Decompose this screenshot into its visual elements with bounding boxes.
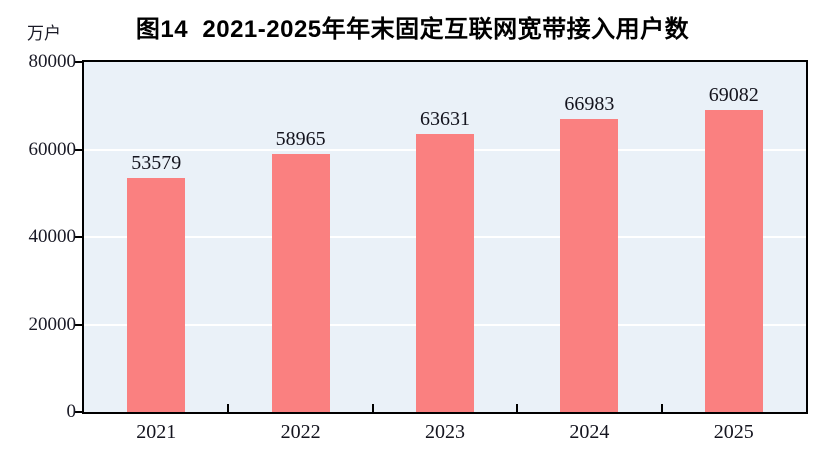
y-tick-label: 60000	[28, 138, 77, 160]
bar-value-label: 69082	[708, 83, 759, 106]
bar	[127, 177, 186, 412]
bar-value-label: 58965	[275, 128, 326, 151]
x-tick-mark	[516, 404, 519, 412]
bar	[416, 133, 474, 412]
y-tick-mark	[75, 323, 82, 326]
y-tick-label: 0	[66, 401, 77, 422]
bar	[271, 154, 330, 412]
bar-value-label: 66983	[564, 92, 615, 115]
x-tick-mark	[371, 404, 374, 412]
y-tick-mark	[75, 411, 82, 413]
x-tick-label: 2021	[136, 421, 177, 443]
y-tick-mark	[75, 148, 82, 151]
y-axis-unit-label: 万户	[27, 24, 61, 43]
plot-inner	[84, 62, 806, 412]
y-tick-label: 80000	[28, 51, 77, 72]
x-tick-mark	[660, 404, 663, 412]
bar-value-label: 63631	[419, 107, 470, 130]
plot-area	[82, 60, 808, 414]
x-tick-label: 2022	[280, 421, 321, 443]
y-tick-mark	[75, 236, 82, 238]
bar	[560, 118, 619, 412]
x-tick-label: 2023	[424, 421, 465, 443]
bar	[704, 109, 763, 412]
chart-title: 图14 2021-2025年年末固定互联网宽带接入用户数	[135, 16, 690, 43]
y-tick-mark	[75, 61, 82, 63]
y-tick-label: 20000	[28, 313, 77, 335]
y-tick-label: 40000	[28, 226, 77, 247]
x-tick-label: 2025	[713, 421, 754, 443]
bar-value-label: 53579	[131, 151, 182, 174]
x-tick-mark	[227, 404, 230, 412]
x-tick-label: 2024	[569, 421, 610, 443]
